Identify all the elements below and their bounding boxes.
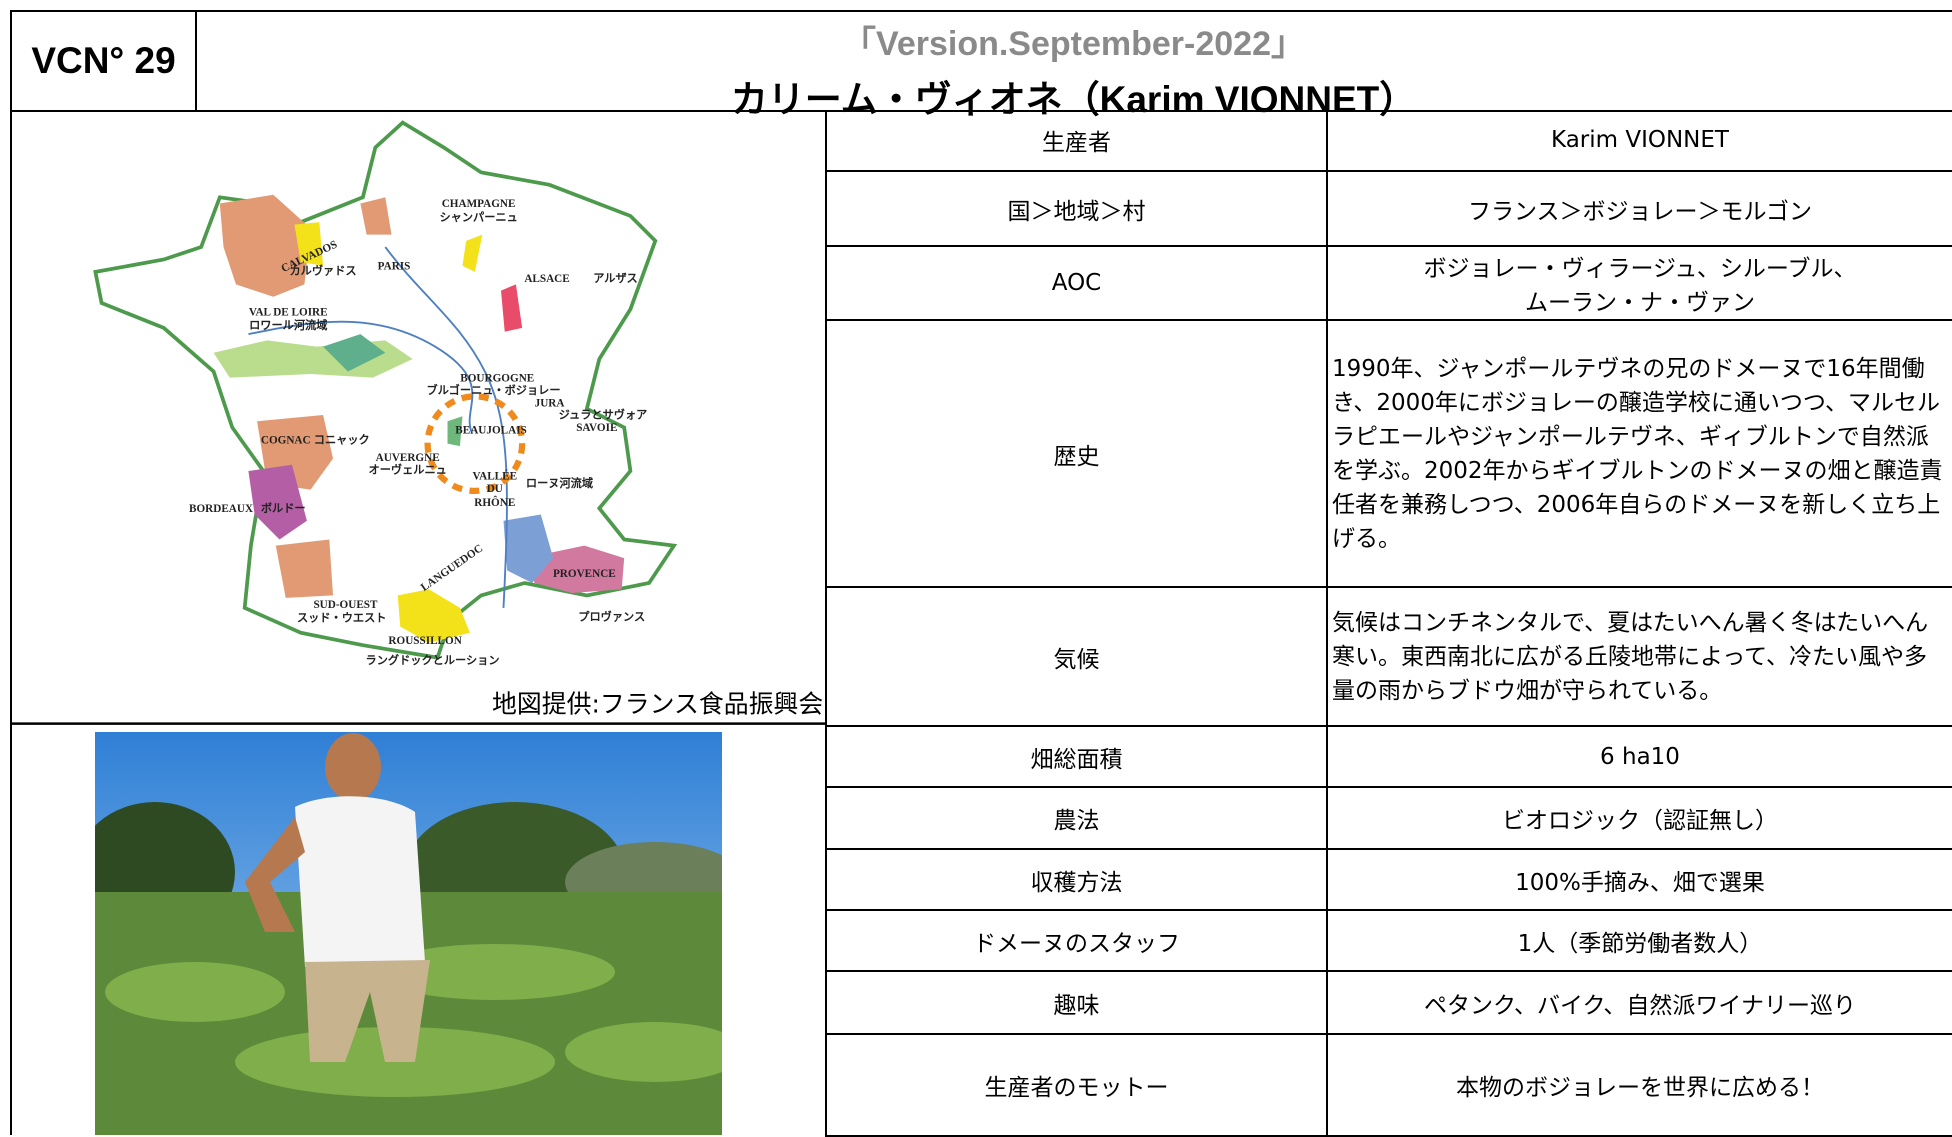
left-column: CHAMPAGNE シャンパーニュ CALVADOS カルヴァドス PARIS ALSAC…: [10, 110, 827, 1135]
map-label: BOURGOGNE: [460, 372, 534, 384]
map-label: シャンパーニュ: [439, 211, 517, 224]
row-value: 6 ha10: [1326, 727, 1952, 788]
version: 「Version.September-2022」: [842, 25, 1305, 63]
row-value: ペタンク、バイク、自然派ワイナリー巡り: [1326, 972, 1952, 1035]
code: VCN° 29: [10, 10, 197, 112]
map-caption: 地図提供:フランス食品振興会: [492, 689, 823, 718]
vineyard-areas: [213, 194, 625, 643]
highlight-circle: [424, 393, 526, 495]
row-value: ボジョレー・ヴィラージュ、シルーブル、 ムーラン・ナ・ヴァン: [1326, 247, 1952, 321]
row-label: 気候: [825, 588, 1326, 727]
row-label: ドメーヌのスタッフ: [825, 911, 1326, 972]
map-label: RHÔNE: [474, 496, 515, 509]
map-label: SAVOIE: [576, 422, 617, 434]
row-value: Karim VIONNET: [1326, 110, 1952, 172]
river: [384, 246, 508, 608]
row-label: 農法: [825, 788, 1326, 850]
row-label: AOC: [825, 247, 1326, 321]
map-label: スッド・ウエスト: [297, 612, 387, 625]
map-label: COGNAC: [261, 435, 311, 447]
row-value: 気候はコンチネンタルで、夏はたいへん暑く冬はたいへん寒い。東西南北に広がる丘陵地…: [1326, 588, 1952, 727]
map-label: ROUSSILLON: [388, 635, 461, 647]
row-value: 本物のボジョレーを世界に広める！: [1326, 1035, 1952, 1137]
map-label: ローヌ河流域: [526, 476, 593, 490]
row-label: 歴史: [825, 321, 1326, 588]
map-label: VAL DE LOIRE: [249, 306, 328, 318]
map-label: プロヴァンス: [578, 609, 645, 623]
map-label: VALLÉE: [472, 471, 517, 483]
map-label: CHAMPAGNE: [442, 198, 516, 210]
row-label: 畑総面積: [825, 727, 1326, 788]
row-value: 1人（季節労働者数人）: [1326, 911, 1952, 972]
map-label: アルザス: [593, 272, 638, 285]
title: カリーム・ヴィオネ（Karim VIONNET）: [730, 79, 1417, 120]
map-label: ブルゴーニュ・ボジョレー: [427, 383, 561, 397]
map-label: オーヴェルニュ: [369, 462, 447, 476]
map-label: ボルドー: [261, 501, 306, 515]
map-label: PARIS: [378, 260, 411, 272]
row-value: 100%手摘み、畑で選果: [1326, 850, 1952, 911]
river: [248, 320, 474, 435]
map-label: カルヴァドス: [289, 263, 356, 277]
map-label: BEAUJOLAIS: [455, 425, 527, 437]
row-label: 生産者のモットー: [825, 1035, 1326, 1137]
map-label: ジュラとサヴォア: [559, 408, 648, 422]
producer-photo: [95, 732, 722, 1135]
map-label: AUVERGNE: [376, 452, 440, 464]
map-label: BORDEAUX: [189, 503, 253, 515]
map-label: PROVENCE: [553, 568, 616, 580]
map-label: ラングドックとルーション: [366, 653, 500, 667]
map-label: ロワール河流域: [249, 318, 327, 332]
map-label: DU: [487, 483, 503, 495]
map-label: ALSACE: [524, 273, 569, 285]
row-label: 収穫方法: [825, 850, 1326, 911]
row-value: フランス＞ボジョレー＞モルゴン: [1326, 172, 1952, 247]
row-value: ビオロジック（認証無し）: [1326, 788, 1952, 850]
row-label: 生産者: [825, 110, 1326, 172]
map-label: コニャック: [314, 434, 370, 447]
row-value: 1990年、ジャンポールテヴネの兄のドメーヌで16年間働き、2000年にボジョレ…: [1326, 321, 1952, 588]
map-label: SUD-OUEST: [313, 599, 378, 611]
row-label: 趣味: [825, 972, 1326, 1035]
map-label: JURA: [535, 397, 565, 409]
row-label: 国＞地域＞村: [825, 172, 1326, 247]
header: 「Version.September-2022」 カリーム・ヴィオネ（Karim…: [195, 10, 1952, 120]
